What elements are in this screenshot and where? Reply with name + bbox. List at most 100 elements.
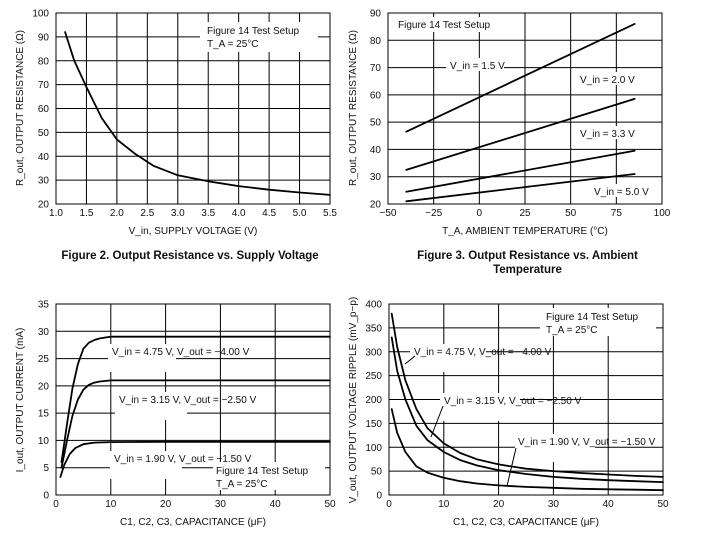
chart-3-x-tick-label: 20 [160,499,172,510]
chart-output-resistance-vs-supply-voltage: 1.0 1.5 2.0 2.5 3.0 3.5 4.0 4.5 5.0 5.5 20 30 40 50 60… [15,9,337,238]
chart-2-series-4-line [405,173,636,203]
chart-4-y-tick-label: 200 [365,395,382,406]
chart-4-leader-lines [404,355,517,487]
chart-2-y-tick-label: 70 [370,63,382,74]
chart-1-x-tick-label: 3.5 [201,208,215,219]
chart-1-x-tick-label: 1.0 [49,208,63,219]
chart-3-y-tick-label: 35 [38,300,50,311]
chart-2-x-tick-label: 0 [477,208,483,219]
chart-1-y-tick-label: 20 [38,200,50,211]
chart-2-x-tick-label: 25 [519,208,531,219]
chart-3-x-tick-label: 0 [53,499,59,510]
chart-output-resistance-vs-temperature: −50 −25 0 25 50 75 100 20 30 40 50 60 70 80 90 Figure … [348,9,671,238]
chart-3-x-tick-label: 30 [215,499,227,510]
chart-2-series-label-1: V_in = 1.5 V [450,61,505,72]
chart-1-ticks: 1.0 1.5 2.0 2.5 3.0 3.5 4.0 4.5 5.0 5.5 20 30 40 50 60… [32,9,337,220]
chart-3-x-tick-label: 40 [270,499,282,510]
chart-4-x-tick-label: 30 [548,499,560,510]
chart-3-y-tick-label: 0 [43,491,49,502]
chart-2-annotation-line-1: Figure 14 Test Setup [398,20,491,31]
chart-3-annotation-line-1: Figure 14 Test Setup [216,466,309,477]
chart-3-y-tick-label: 25 [38,354,50,365]
chart-1-x-tick-label: 4.0 [232,208,246,219]
chart-4-annotation-line-1: Figure 14 Test Setup [546,312,639,323]
chart-3-series-labels: V_in = 4.75 V, V_out = −4.00 V V_in = 3.… [108,344,257,479]
chart-4-y-tick-label: 400 [365,300,382,311]
chart-1-series-1-line [64,31,331,196]
chart-3-series-2-line [60,379,331,469]
chart-3-series-label-2: V_in = 3.15 V, V_out = −2.50 V [119,395,257,406]
figure-3-caption: Figure 3. Output Resistance vs. Ambient … [417,250,638,276]
chart-2-series-labels: V_in = 1.5 V V_in = 2.0 V V_in = 3.3 V V… [446,58,649,198]
chart-2-series-label-2: V_in = 2.0 V [580,75,635,86]
chart-3-y-axis-label: I_out, OUTPUT CURRENT (mA) [15,328,26,473]
chart-1-annotation-line-2: T_A = 25°C [207,39,259,50]
chart-4-y-tick-label: 300 [365,347,382,358]
chart-2-y-tick-label: 80 [370,36,382,47]
chart-3-series-label-3: V_in = 1.90 V, V_out = −1.50 V [114,454,252,465]
chart-4-series-labels: V_in = 4.75 V, V_out = −4.00 V V_in = 3.… [410,344,656,462]
chart-1-y-tick-label: 50 [38,128,50,139]
chart-4-x-tick-label: 0 [386,499,392,510]
chart-1-y-tick-label: 70 [38,80,50,91]
chart-2-y-axis-label: R_out, OUTPUT RESISTANCE (Ω) [348,30,359,186]
chart-4-y-tick-label: 50 [371,467,383,478]
chart-3-annotation-line-2: T_A = 25°C [216,479,268,490]
chart-2-x-tick-label: 50 [565,208,577,219]
chart-3-series [59,335,331,478]
chart-4-y-tick-label: 100 [365,443,382,454]
chart-2-y-tick-label: 20 [370,200,382,211]
chart-3-y-tick-label: 15 [38,409,50,420]
chart-4-y-tick-label: 150 [365,419,382,430]
chart-4-y-axis-label: V_out, OUTPUT VOLTAGE RIPPLE (mV_p−p) [348,297,359,503]
chart-2-annotation: Figure 14 Test Setup [395,17,501,32]
chart-2-x-tick-label: 75 [611,208,623,219]
chart-1-y-tick-label: 40 [38,152,50,163]
chart-2-ticks: −50 −25 0 25 50 75 100 20 30 40 50 60 70 80 90 [370,9,671,220]
chart-2-series-3-line [405,149,636,193]
chart-1-x-tick-label: 2.0 [110,208,124,219]
chart-4-y-tick-label: 350 [365,323,382,334]
chart-3-series-3-line [59,440,331,478]
chart-4-series-label-2: V_in = 3.15 V, V_out = −2.50 V [444,396,582,407]
chart-4-leader-1 [404,355,416,365]
chart-2-x-tick-label: −50 [380,208,397,219]
chart-3-series-1-line [60,335,331,464]
chart-2-x-axis-label: T_A, AMBIENT TEMPERATURE (°C) [442,226,608,237]
chart-3-y-tick-label: 5 [43,463,49,474]
chart-3-series-label-1: V_in = 4.75 V, V_out = −4.00 V [112,347,250,358]
chart-2-y-tick-label: 40 [370,145,382,156]
chart-1-y-tick-label: 60 [38,104,50,115]
chart-4-series [390,312,664,492]
chart-1-annotation: Figure 14 Test Setup T_A = 25°C [200,22,318,52]
chart-2-series-2-line [405,98,636,171]
chart-1-y-tick-label: 80 [38,56,50,67]
chart-2-grid [388,13,662,204]
chart-3-x-axis-label: C1, C2, C3, CAPACITANCE (μF) [120,517,266,528]
chart-1-y-axis-label: R_out, OUTPUT RESISTANCE (Ω) [15,30,26,186]
chart-4-series-3-line [390,408,664,492]
chart-3-y-tick-label: 30 [38,327,50,338]
chart-4-y-tick-label: 0 [376,491,382,502]
chart-4-annotation-line-2: T_A = 25°C [546,325,598,336]
chart-1-y-tick-label: 30 [38,176,50,187]
chart-4-annotation: Figure 14 Test Setup T_A = 25°C [540,308,656,336]
chart-1-x-tick-label: 4.5 [262,208,276,219]
chart-4-series-label-3: V_in = 1.90 V, V_out = −1.50 V [518,437,656,448]
chart-2-x-tick-label: −25 [425,208,442,219]
chart-3-y-tick-label: 20 [38,381,50,392]
chart-4-leader-3 [506,447,517,487]
chart-4-x-tick-label: 50 [657,499,669,510]
chart-2-y-tick-label: 90 [370,9,382,20]
chart-4-x-tick-label: 40 [603,499,615,510]
chart-1-x-tick-label: 3.0 [171,208,185,219]
chart-4-x-tick-label: 20 [493,499,505,510]
chart-2-series [405,22,636,203]
chart-1-y-tick-label: 100 [32,9,49,20]
figure-2-caption: Figure 2. Output Resistance vs. Supply V… [61,250,319,262]
chart-4-series-2-line [390,336,664,484]
chart-1-x-tick-label: 5.5 [323,208,337,219]
chart-1-series [64,31,331,196]
chart-4-series-1-line [390,312,664,478]
chart-3-y-tick-label: 10 [38,436,50,447]
